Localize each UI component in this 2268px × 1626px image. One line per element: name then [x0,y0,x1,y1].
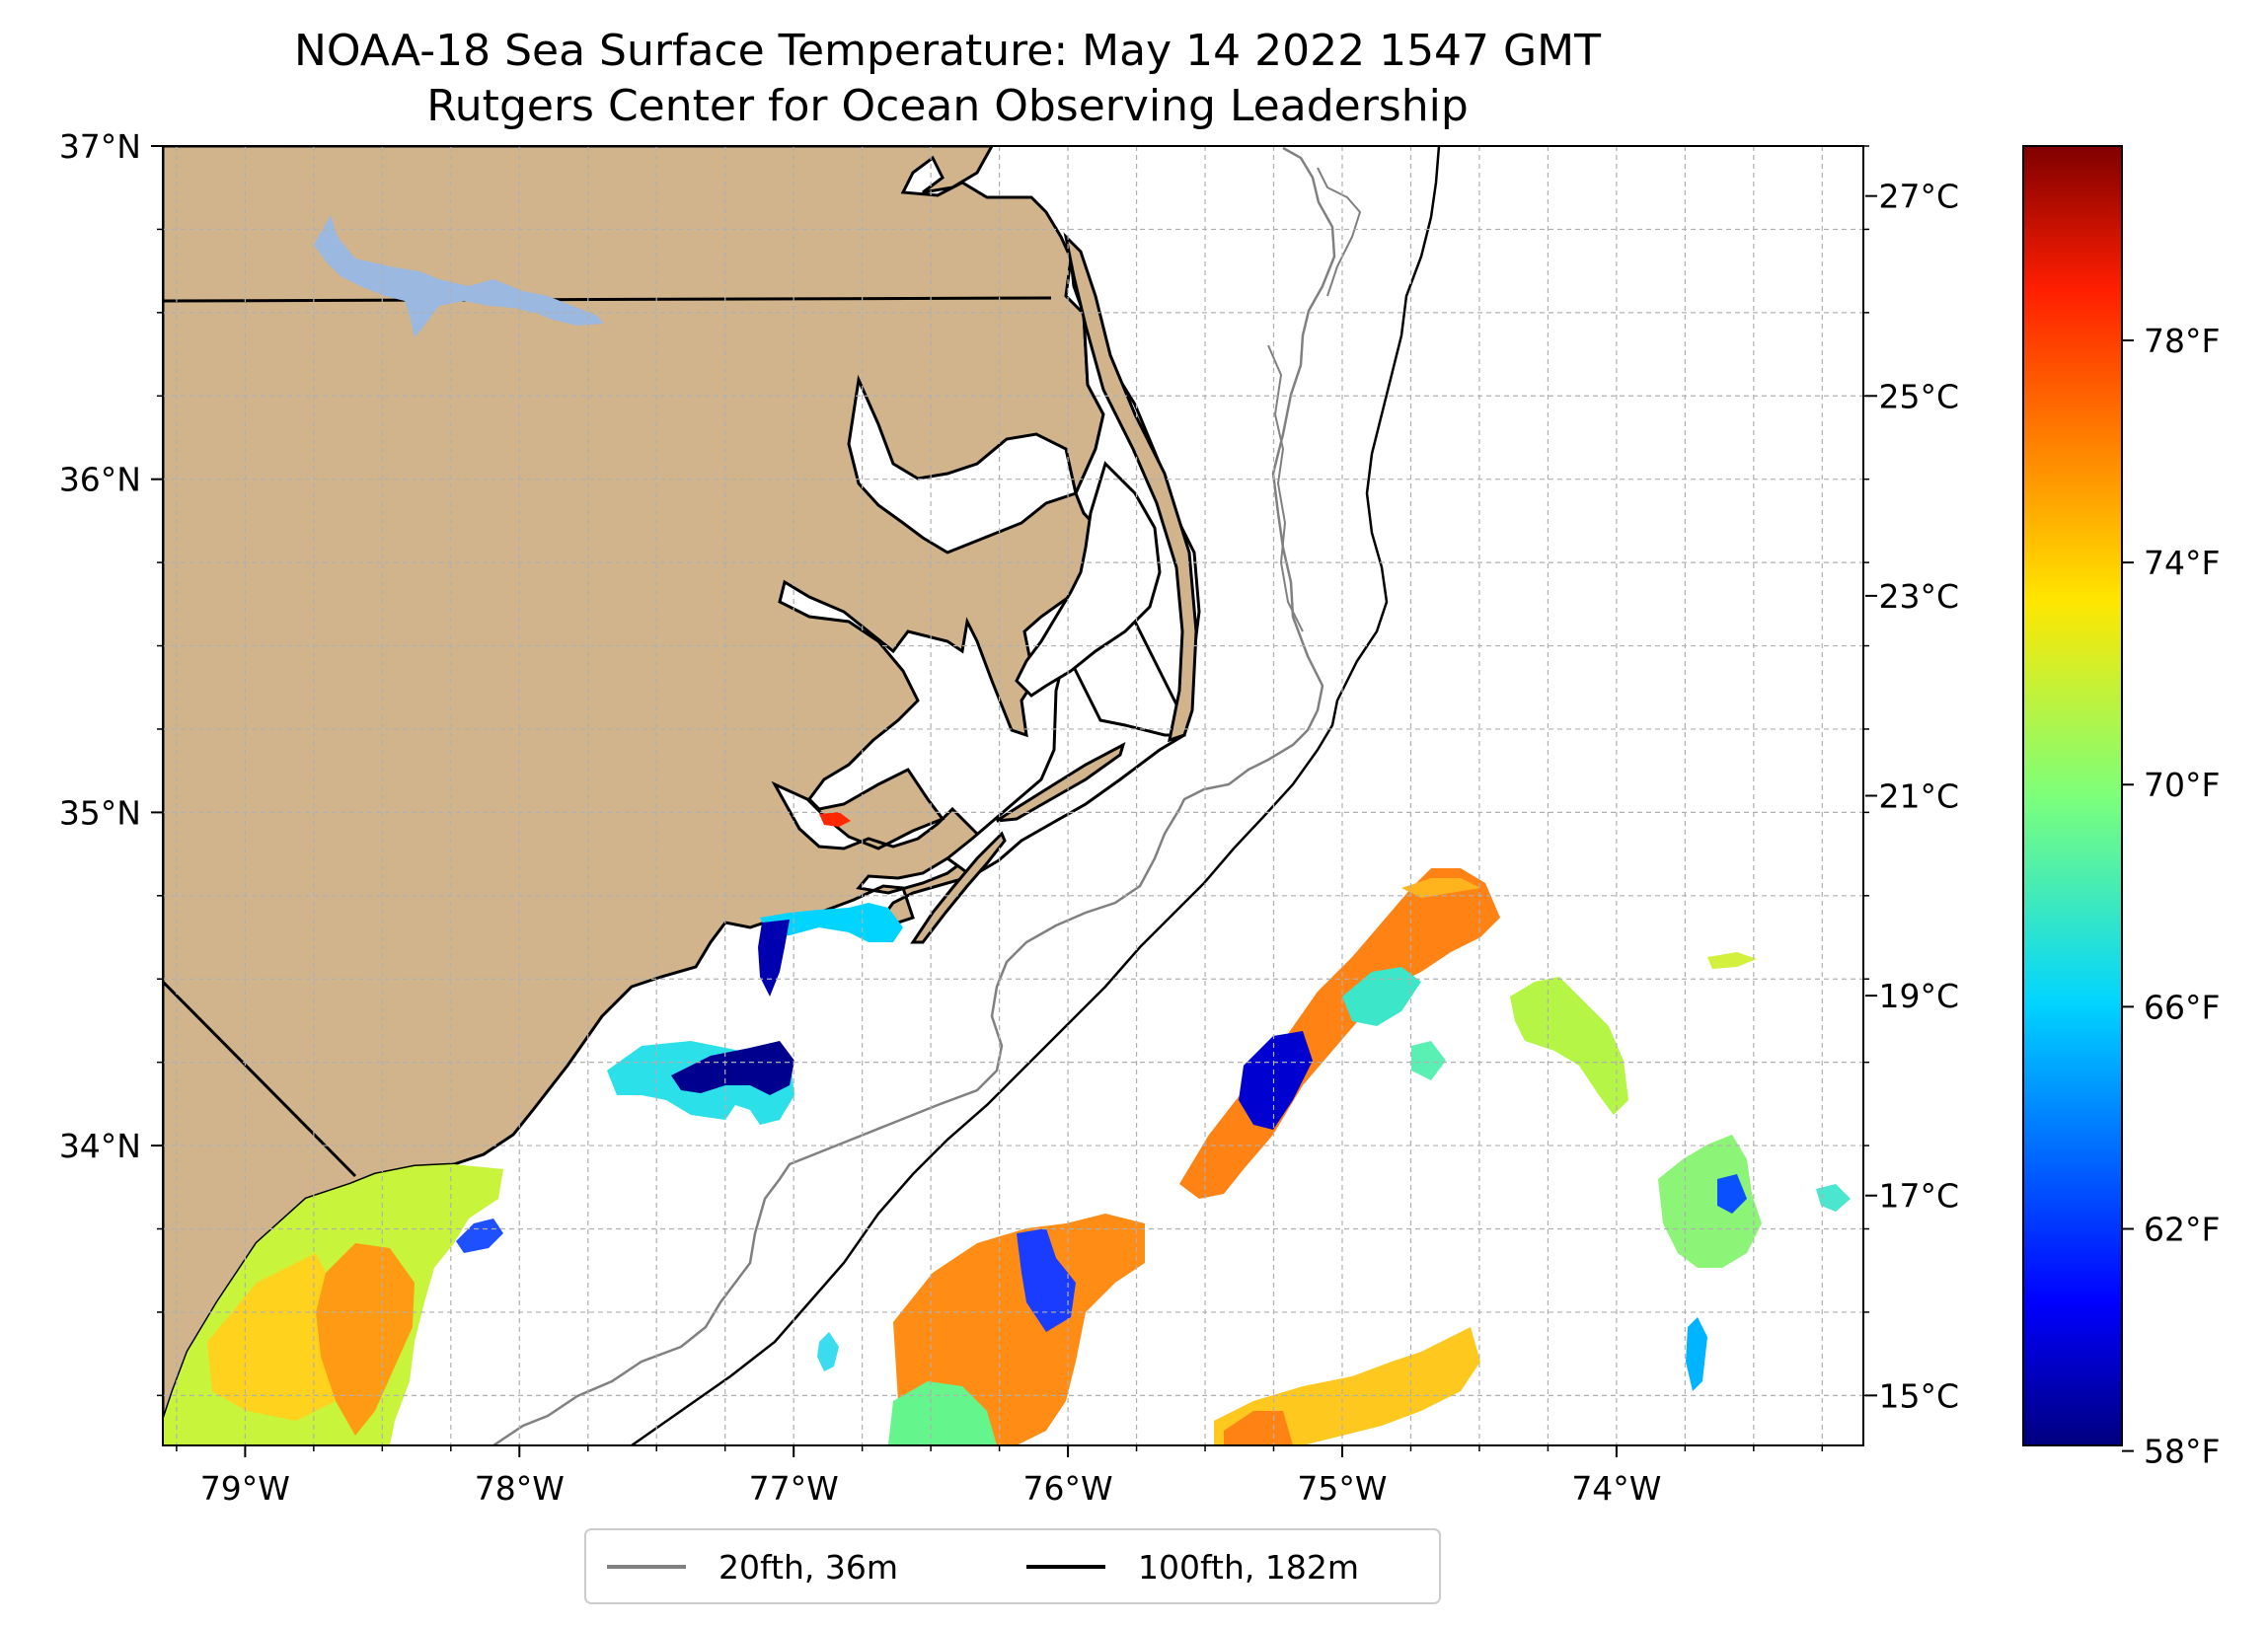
state-border-nc-sc [163,980,357,1178]
legend-label-100fth: 100fth, 182m [1138,1548,1359,1587]
sst-patch-south-2-warm [1224,1411,1293,1445]
lon-tick-label: 74°W [1571,1469,1661,1508]
sst-patch-east-2-cold [1717,1174,1747,1214]
sst-patch-long-bay-warm-2 [207,1253,336,1421]
sst-patch-nearshore [760,903,903,942]
sst-patch-west-small [817,1332,839,1371]
lat-tick-label: 37°N [59,127,141,166]
sst-patch-inlet [819,812,851,827]
colorbar-fahrenheit-label: 58°F [2144,1433,2220,1471]
sst-patch-offshore-cyan [1342,967,1421,1026]
sst-data [163,812,1851,1445]
map-frame [162,145,1864,1446]
outer-banks-south [996,742,1126,823]
colorbar [2022,145,2123,1446]
isobath-100fth [631,146,1441,1445]
lon-tick-label: 75°W [1297,1469,1387,1508]
isobath-20fth [492,146,1336,1445]
pamlico-sound [1015,461,1162,698]
sst-patch-south-cold [1017,1228,1076,1332]
core-banks [910,831,1007,944]
lon-tick-label: 79°W [200,1469,290,1508]
colorbar-fahrenheit-label: 74°F [2144,544,2220,582]
sst-patch-east-5 [1401,878,1480,898]
legend-label-20fth: 20fth, 36m [718,1548,898,1587]
gridlines [163,146,1863,1445]
colorbar-fahrenheit-axis: 78°F 74°F 70°F 66°F 62°F 58°F [2122,322,2220,1471]
sst-patch-cold-edge [456,1219,503,1253]
colorbar-fahrenheit-label: 66°F [2144,988,2220,1026]
latitude-axis: 37°N 36°N 35°N 34°N [59,127,1869,1397]
albemarle-sound [847,374,1078,554]
colorbar-fahrenheit-label: 78°F [2144,322,2220,360]
lat-tick-label: 35°N [59,793,141,832]
colorbar-celsius-label: 17°C [1878,1177,1959,1216]
sst-patch-east-1 [1510,977,1628,1115]
isobath-20fth-shoal-2 [1317,167,1362,297]
colorbar-celsius-label: 23°C [1878,577,1959,616]
sst-patch-east-2 [1658,1135,1762,1268]
sst-patch-south-green [888,1381,997,1445]
colorbar-fahrenheit-label: 62°F [2144,1211,2220,1249]
colorbar-celsius-label: 25°C [1878,377,1959,415]
lon-tick-label: 78°W [475,1469,565,1508]
sst-patch-east-6 [1411,1041,1446,1080]
sst-patch-nearshore-cold [758,920,790,997]
sst-patch-east-3 [1707,952,1757,969]
lon-tick-label: 76°W [1023,1469,1113,1508]
longitude-axis: 79°W 78°W 77°W 76°W 75°W 74°W [176,1445,1824,1508]
colorbar-fahrenheit-label: 70°F [2144,766,2220,804]
colorbar-celsius-label: 27°C [1878,178,1959,216]
lat-tick-label: 34°N [59,1127,141,1165]
colorbar-celsius-label: 15°C [1878,1376,1959,1415]
lon-tick-label: 77°W [749,1469,839,1508]
sst-patch-onslow-cold [671,1041,794,1095]
chart-title: NOAA-18 Sea Surface Temperature: May 14 … [294,26,1601,76]
sst-patch-offshore-cold [1239,1031,1313,1130]
state-border-va-nc [163,296,1052,303]
colorbar-celsius-label: 19°C [1878,977,1959,1015]
isobath-20fth-shoal [1267,344,1304,632]
sst-patch-east-7 [1686,1317,1707,1391]
chart-subtitle: Rutgers Center for Ocean Observing Leade… [426,81,1469,131]
outer-banks [1063,232,1198,743]
legend-box [584,1528,1441,1604]
sst-patch-east-4 [1816,1184,1851,1212]
lake [314,215,604,337]
colorbar-celsius-label: 21°C [1878,777,1959,816]
lat-tick-label: 36°N [59,461,141,499]
sst-patch-long-bay-warm [316,1243,415,1436]
legend: 20fth, 36m 100fth, 182m [584,1528,1441,1604]
colorbar-celsius-axis: 27°C 25°C 23°C 21°C 19°C 17°C 15°C [1865,178,1959,1415]
